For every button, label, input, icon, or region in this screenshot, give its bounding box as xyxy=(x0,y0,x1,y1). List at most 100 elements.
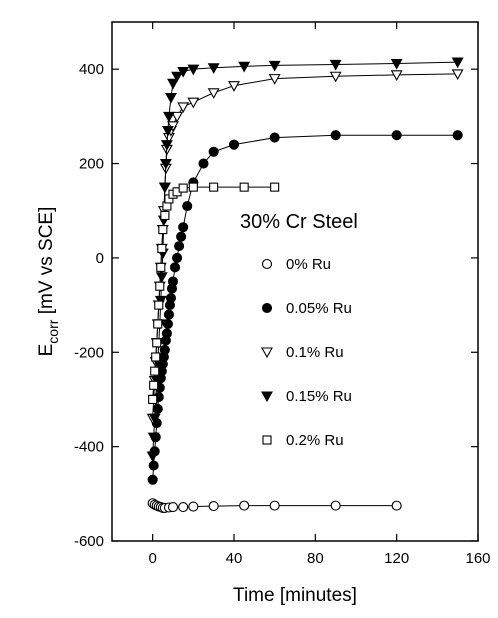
legend-item-1: 0.05% Ru xyxy=(261,300,352,317)
legend-item-3: 0.15% Ru xyxy=(261,388,352,405)
data-point xyxy=(165,92,177,104)
data-point xyxy=(207,63,220,74)
data-point xyxy=(148,460,159,471)
data-point xyxy=(167,276,179,287)
data-point xyxy=(207,88,220,99)
legend-marker xyxy=(261,391,273,403)
data-point xyxy=(330,500,341,511)
data-point xyxy=(391,500,402,511)
data-point xyxy=(178,501,189,513)
data-point xyxy=(238,61,251,73)
data-point xyxy=(208,501,219,512)
x-axis-title: Time [minutes] xyxy=(233,585,357,606)
y-axis-title-sub: corr xyxy=(45,319,61,343)
data-point xyxy=(165,292,177,304)
data-point xyxy=(156,262,166,272)
data-point xyxy=(268,60,281,72)
y-axis-title-main: E xyxy=(36,344,57,357)
legend-label: 0.05% Ru xyxy=(286,300,352,317)
data-point xyxy=(162,111,175,123)
data-point xyxy=(172,252,183,263)
series-2 xyxy=(146,69,464,425)
data-point xyxy=(150,366,160,376)
axes-group: 0 40 80 120 160 -600 -400 -200 0 200 400 Time [minu… xyxy=(36,21,491,606)
data-point xyxy=(147,432,160,444)
data-point xyxy=(171,71,184,83)
data-point xyxy=(390,70,403,81)
y-tick-label: 0 xyxy=(96,250,104,267)
y-tick-label: -200 xyxy=(74,344,104,361)
legend-marker xyxy=(261,302,273,314)
data-point xyxy=(158,182,171,194)
data-point xyxy=(451,69,464,81)
data-point xyxy=(239,500,250,511)
x-tick-label: 160 xyxy=(465,550,490,567)
legend-marker xyxy=(261,347,273,359)
data-point xyxy=(187,97,200,109)
data-point xyxy=(268,74,281,85)
data-point xyxy=(330,130,341,141)
x-tick-label: 40 xyxy=(226,550,243,567)
data-point xyxy=(182,200,193,212)
data-point xyxy=(178,183,188,193)
data-point xyxy=(239,182,249,192)
data-point xyxy=(163,309,174,320)
data-point xyxy=(160,210,170,220)
series-0 xyxy=(147,498,402,514)
data-point xyxy=(228,81,240,92)
data-point xyxy=(188,501,199,512)
data-point xyxy=(269,132,280,143)
data-point xyxy=(148,413,161,425)
x-tick-label: 120 xyxy=(384,550,409,567)
data-point xyxy=(146,451,159,463)
y-axis-title-rest: [mV vs SCE] xyxy=(36,207,57,320)
x-tick-label: 80 xyxy=(307,550,324,567)
data-point xyxy=(169,262,181,273)
y-tick-label: 400 xyxy=(79,61,104,78)
data-point xyxy=(151,352,161,362)
data-point xyxy=(452,130,463,141)
x-tick-label: 0 xyxy=(148,550,156,567)
data-point xyxy=(161,328,172,339)
data-point xyxy=(208,146,219,157)
data-point xyxy=(155,272,168,283)
legend-marker xyxy=(262,435,272,445)
data-point xyxy=(198,158,209,169)
data-point xyxy=(147,474,158,485)
legend-marker xyxy=(261,258,273,270)
data-point xyxy=(187,64,200,76)
legend-label: 0.1% Ru xyxy=(286,344,344,361)
data-point xyxy=(391,130,402,141)
data-point xyxy=(178,222,189,233)
data-point xyxy=(148,394,158,405)
data-point xyxy=(157,243,167,254)
data-point xyxy=(329,59,342,71)
data-point xyxy=(270,182,280,192)
data-point xyxy=(153,319,163,329)
data-point xyxy=(167,78,179,90)
legend-item-2: 0.1% Ru xyxy=(261,344,344,361)
data-point xyxy=(329,71,342,83)
data-point xyxy=(177,66,190,78)
y-tick-label: -400 xyxy=(74,439,104,456)
data-point xyxy=(451,57,464,69)
series-line-2 xyxy=(152,73,458,419)
data-point xyxy=(155,281,165,291)
data-point xyxy=(152,338,162,348)
data-point xyxy=(159,344,170,355)
series-4 xyxy=(148,182,280,405)
data-point xyxy=(149,380,159,390)
series-group xyxy=(146,57,464,514)
data-point xyxy=(269,500,280,511)
legend-title: 30% Cr Steel xyxy=(240,211,358,233)
data-point xyxy=(177,102,190,114)
data-point xyxy=(161,125,174,137)
legend-label: 0% Ru xyxy=(286,256,331,273)
legend-group: 30% Cr Steel 0% Ru 0.05% Ru 0.1% Ru 0.15% Ru… xyxy=(240,211,358,449)
data-point xyxy=(171,111,184,123)
data-point xyxy=(209,182,219,192)
legend-item-0: 0% Ru xyxy=(261,256,331,273)
data-point xyxy=(176,231,187,242)
legend-label: 0.15% Ru xyxy=(286,388,352,405)
